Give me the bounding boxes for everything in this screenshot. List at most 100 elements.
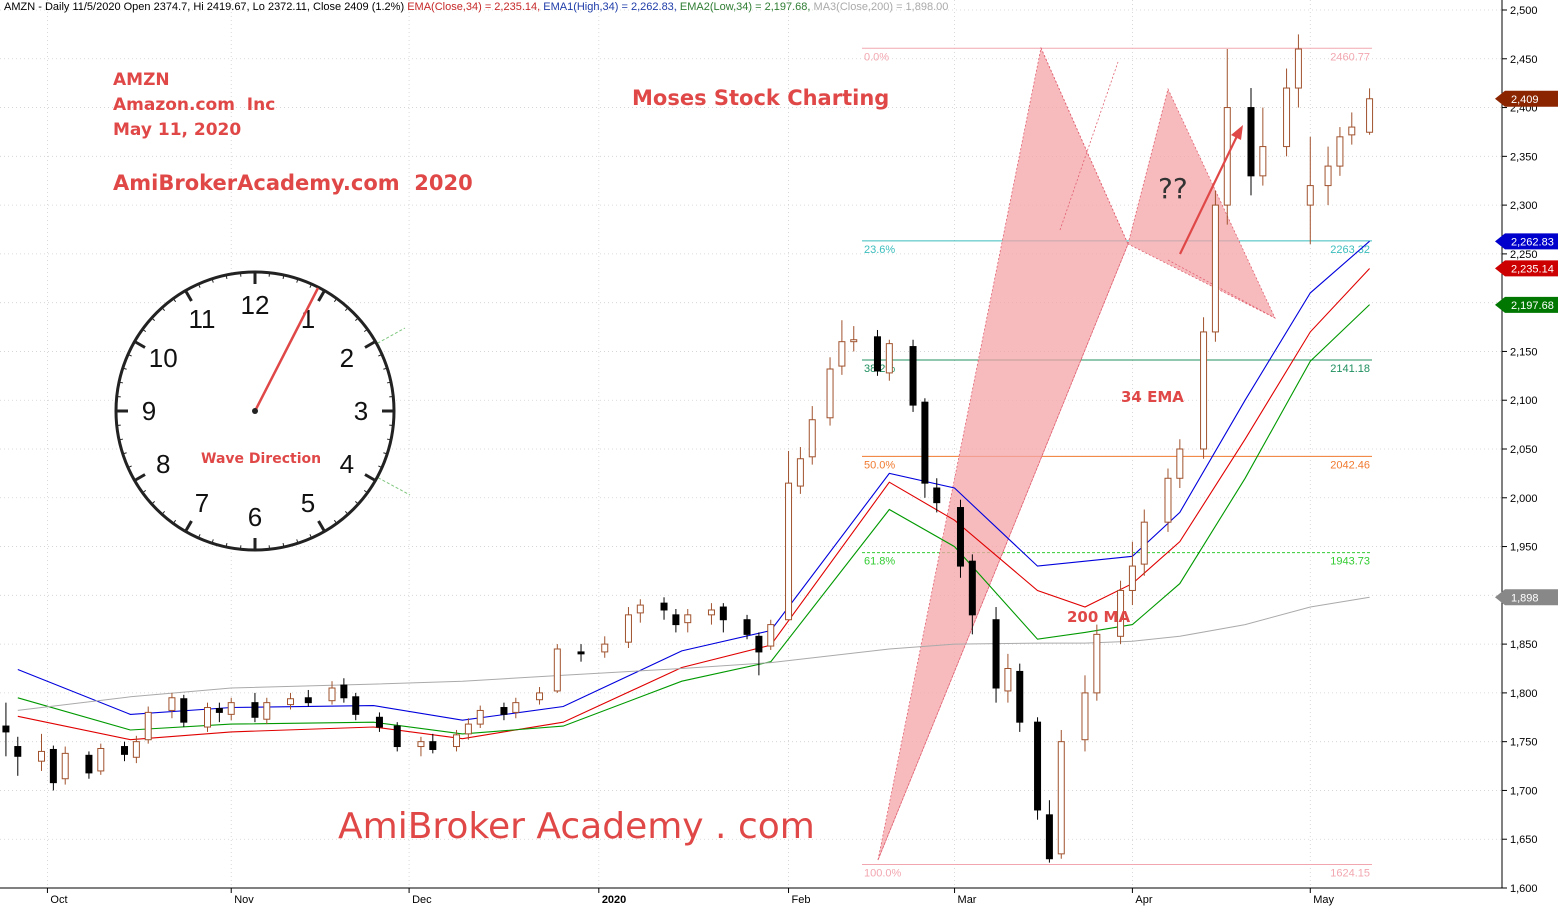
candle-body [251, 702, 259, 718]
candle-body [909, 346, 917, 406]
candle-body [476, 709, 484, 725]
y-tick-label: 1,700 [1510, 785, 1538, 797]
indicator-lines [17, 240, 1371, 741]
candle-body [968, 560, 976, 616]
clock-tick [152, 500, 156, 504]
candle-body [352, 696, 360, 715]
clock-tick [296, 539, 299, 543]
candle-body [921, 401, 929, 484]
candle-body [263, 702, 271, 720]
candle-body [375, 716, 383, 728]
candle-body [1140, 521, 1148, 565]
candle-body [1045, 814, 1053, 860]
clock-tick [364, 340, 376, 349]
candle-body [577, 651, 585, 655]
x-tick-label: Mar [958, 894, 977, 906]
candle-body [826, 368, 834, 419]
clock-numeral: 4 [340, 449, 354, 479]
y-tick-label: 1,850 [1510, 639, 1538, 651]
y-tick-label: 2,050 [1510, 444, 1538, 456]
clock-tick [354, 318, 358, 322]
candle-body [1366, 98, 1374, 133]
candle-body [500, 707, 508, 715]
candle-body [168, 697, 176, 711]
candle-body [1128, 565, 1136, 591]
candle-body [38, 750, 46, 762]
clock-tick [386, 381, 391, 384]
clock-tick [184, 290, 193, 302]
candle-body [601, 643, 609, 653]
candle-body [933, 487, 941, 504]
candle-body [672, 614, 680, 626]
clock-numeral: 1 [301, 304, 315, 334]
candle-body [1057, 741, 1065, 855]
header-ema-close: EMA(Close,34) = 2,235.14, [407, 1, 541, 13]
x-tick-label: 2020 [602, 894, 626, 906]
candle-body [808, 419, 816, 458]
candle-body [512, 702, 520, 713]
clock-tick [134, 340, 146, 349]
clock-tick [128, 465, 132, 468]
y-tick-label: 1,600 [1510, 883, 1538, 895]
candle-body [767, 624, 775, 647]
clock-tick [386, 438, 391, 441]
candle-body [61, 752, 69, 780]
clock-tick [225, 275, 228, 280]
ticker-note: AMZN [113, 70, 170, 90]
clock-tick [344, 308, 348, 312]
series-line [17, 304, 1370, 735]
fibonacci-levels: 0.0%2460.7723.6%2263.3238.2%2141.1850.0%… [862, 47, 1372, 879]
candle-body [1259, 146, 1267, 177]
candle-body [144, 711, 152, 741]
y-tick-label: 2,500 [1510, 5, 1538, 17]
fib-ratio-label: 100.0% [864, 867, 902, 879]
x-tick-label: Oct [50, 894, 67, 906]
x-tick-label: Feb [792, 894, 811, 906]
candle-body [873, 336, 881, 372]
candle-body [1093, 633, 1101, 694]
clock-tick [317, 290, 326, 302]
candle-body [2, 725, 10, 733]
harmonic-pattern [877, 46, 1276, 861]
pattern-diagonal-ad [1059, 61, 1119, 231]
pattern-leg-bcd [1127, 87, 1276, 319]
clock-tick [119, 438, 124, 441]
clock-numeral: 10 [149, 343, 178, 373]
clock-center [252, 408, 258, 414]
fib-price-label: 2042.46 [1330, 459, 1370, 471]
y-tick-label: 2,350 [1510, 151, 1538, 163]
candle-body [1211, 204, 1219, 333]
fib-ratio-label: 0.0% [864, 51, 889, 63]
candle-body [215, 707, 223, 713]
candle-body [624, 614, 632, 643]
clock-tick [363, 329, 367, 333]
candle-body [785, 482, 793, 621]
candle-body [956, 507, 964, 567]
clock-tick [173, 299, 177, 303]
fib-ratio-label: 23.6% [864, 244, 895, 256]
candle-body [1336, 136, 1344, 167]
x-tick-label: Dec [412, 894, 432, 906]
clock-tick [123, 367, 127, 370]
candle-body [992, 619, 1000, 689]
clock-tick [152, 318, 156, 322]
clock-tick [162, 510, 166, 514]
candle-body [1004, 668, 1012, 692]
clock-hand [253, 287, 320, 412]
candle-body [227, 702, 235, 715]
candle-body [1283, 87, 1291, 148]
price-tag-label: 1,898 [1511, 592, 1539, 604]
candle-body [1016, 670, 1024, 723]
y-tick-label: 1,800 [1510, 688, 1538, 700]
candle-body [1117, 589, 1125, 637]
price-tag-box [1495, 260, 1558, 277]
candle-body [743, 619, 751, 635]
clock-tick [143, 329, 147, 333]
candle-body [1294, 48, 1302, 89]
fib-ratio-label: 61.8% [864, 556, 895, 568]
pattern-diagonal-xb [877, 243, 1129, 861]
clock-numeral: 12 [241, 290, 270, 320]
y-tick-label: 1,950 [1510, 542, 1538, 554]
